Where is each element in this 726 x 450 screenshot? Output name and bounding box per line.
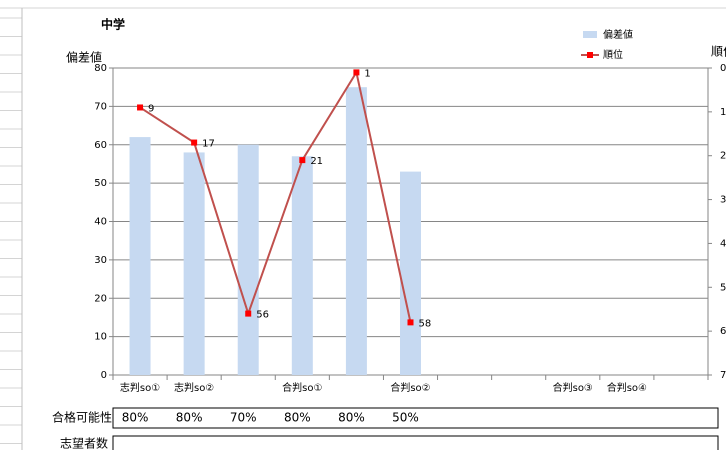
table-cell: 80% [122,411,149,425]
y-tick-label: 80 [94,63,107,74]
bar [400,171,421,375]
chart-title: 中学 [101,17,125,32]
y-tick-label: 40 [94,217,107,228]
data-label: 21 [310,156,323,167]
data-label: 9 [148,103,154,114]
bar [345,87,367,375]
data-label: 58 [419,318,432,329]
y2-tick-label: 40 [720,238,726,249]
bar [237,144,259,375]
x-tick-label: 合判so③ [553,381,593,394]
table-cell: 80% [284,411,311,425]
y2-tick-label: 10 [720,107,726,118]
legend-label: 順位 [603,48,623,61]
line-marker [353,69,360,76]
y2-tick-label: 50 [720,282,726,293]
x-tick-label: 合判so① [282,381,322,394]
x-tick-label: 合判so② [390,381,430,394]
x-tick-label: 志判so① [120,381,160,394]
sheet-grid [0,0,22,450]
table-row-box [112,435,719,450]
y2-tick-label: 20 [720,151,726,162]
y-axis-label: 偏差値 [66,50,102,65]
x-tick-label: 志判so② [174,381,214,394]
table-cell: 50% [392,411,419,425]
data-label: 17 [202,139,215,150]
line-marker [245,310,252,317]
bar [129,137,151,375]
line-marker [137,104,144,111]
line-marker [191,139,198,146]
line [139,69,412,323]
y2-tick-label: 0 [720,63,726,74]
line-marker [299,157,306,164]
table-row-box [112,407,719,429]
bar [183,152,205,375]
bar [291,156,313,375]
line-marker [407,319,414,326]
legend-swatch [583,31,597,38]
x-tick-label: 合判so④ [607,381,647,394]
y-tick-label: 30 [94,255,107,266]
legend-label: 偏差値 [603,28,633,41]
y2-tick-label: 70 [720,370,726,381]
y-tick-label: 10 [94,332,107,343]
y-tick-label: 20 [94,293,107,304]
legend-swatch [587,52,593,58]
y-tick-label: 60 [94,140,107,151]
data-label: 1 [364,68,370,79]
table-row-label: 合格可能性 [52,410,112,425]
data-label: 56 [256,310,269,321]
table-row-label: 志望者数 [60,436,108,450]
y-tick-label: 0 [101,370,107,381]
y-tick-label: 70 [94,101,107,112]
table-cell: 80% [176,411,203,425]
table-cell: 80% [338,411,365,425]
table-cell: 70% [230,411,257,425]
y2-axis-label: 順位 [711,44,726,59]
y2-tick-label: 30 [720,195,726,206]
y-tick-label: 50 [94,178,107,189]
y2-tick-label: 60 [720,326,726,337]
table: 合格可能性 志望者数 [52,407,719,450]
